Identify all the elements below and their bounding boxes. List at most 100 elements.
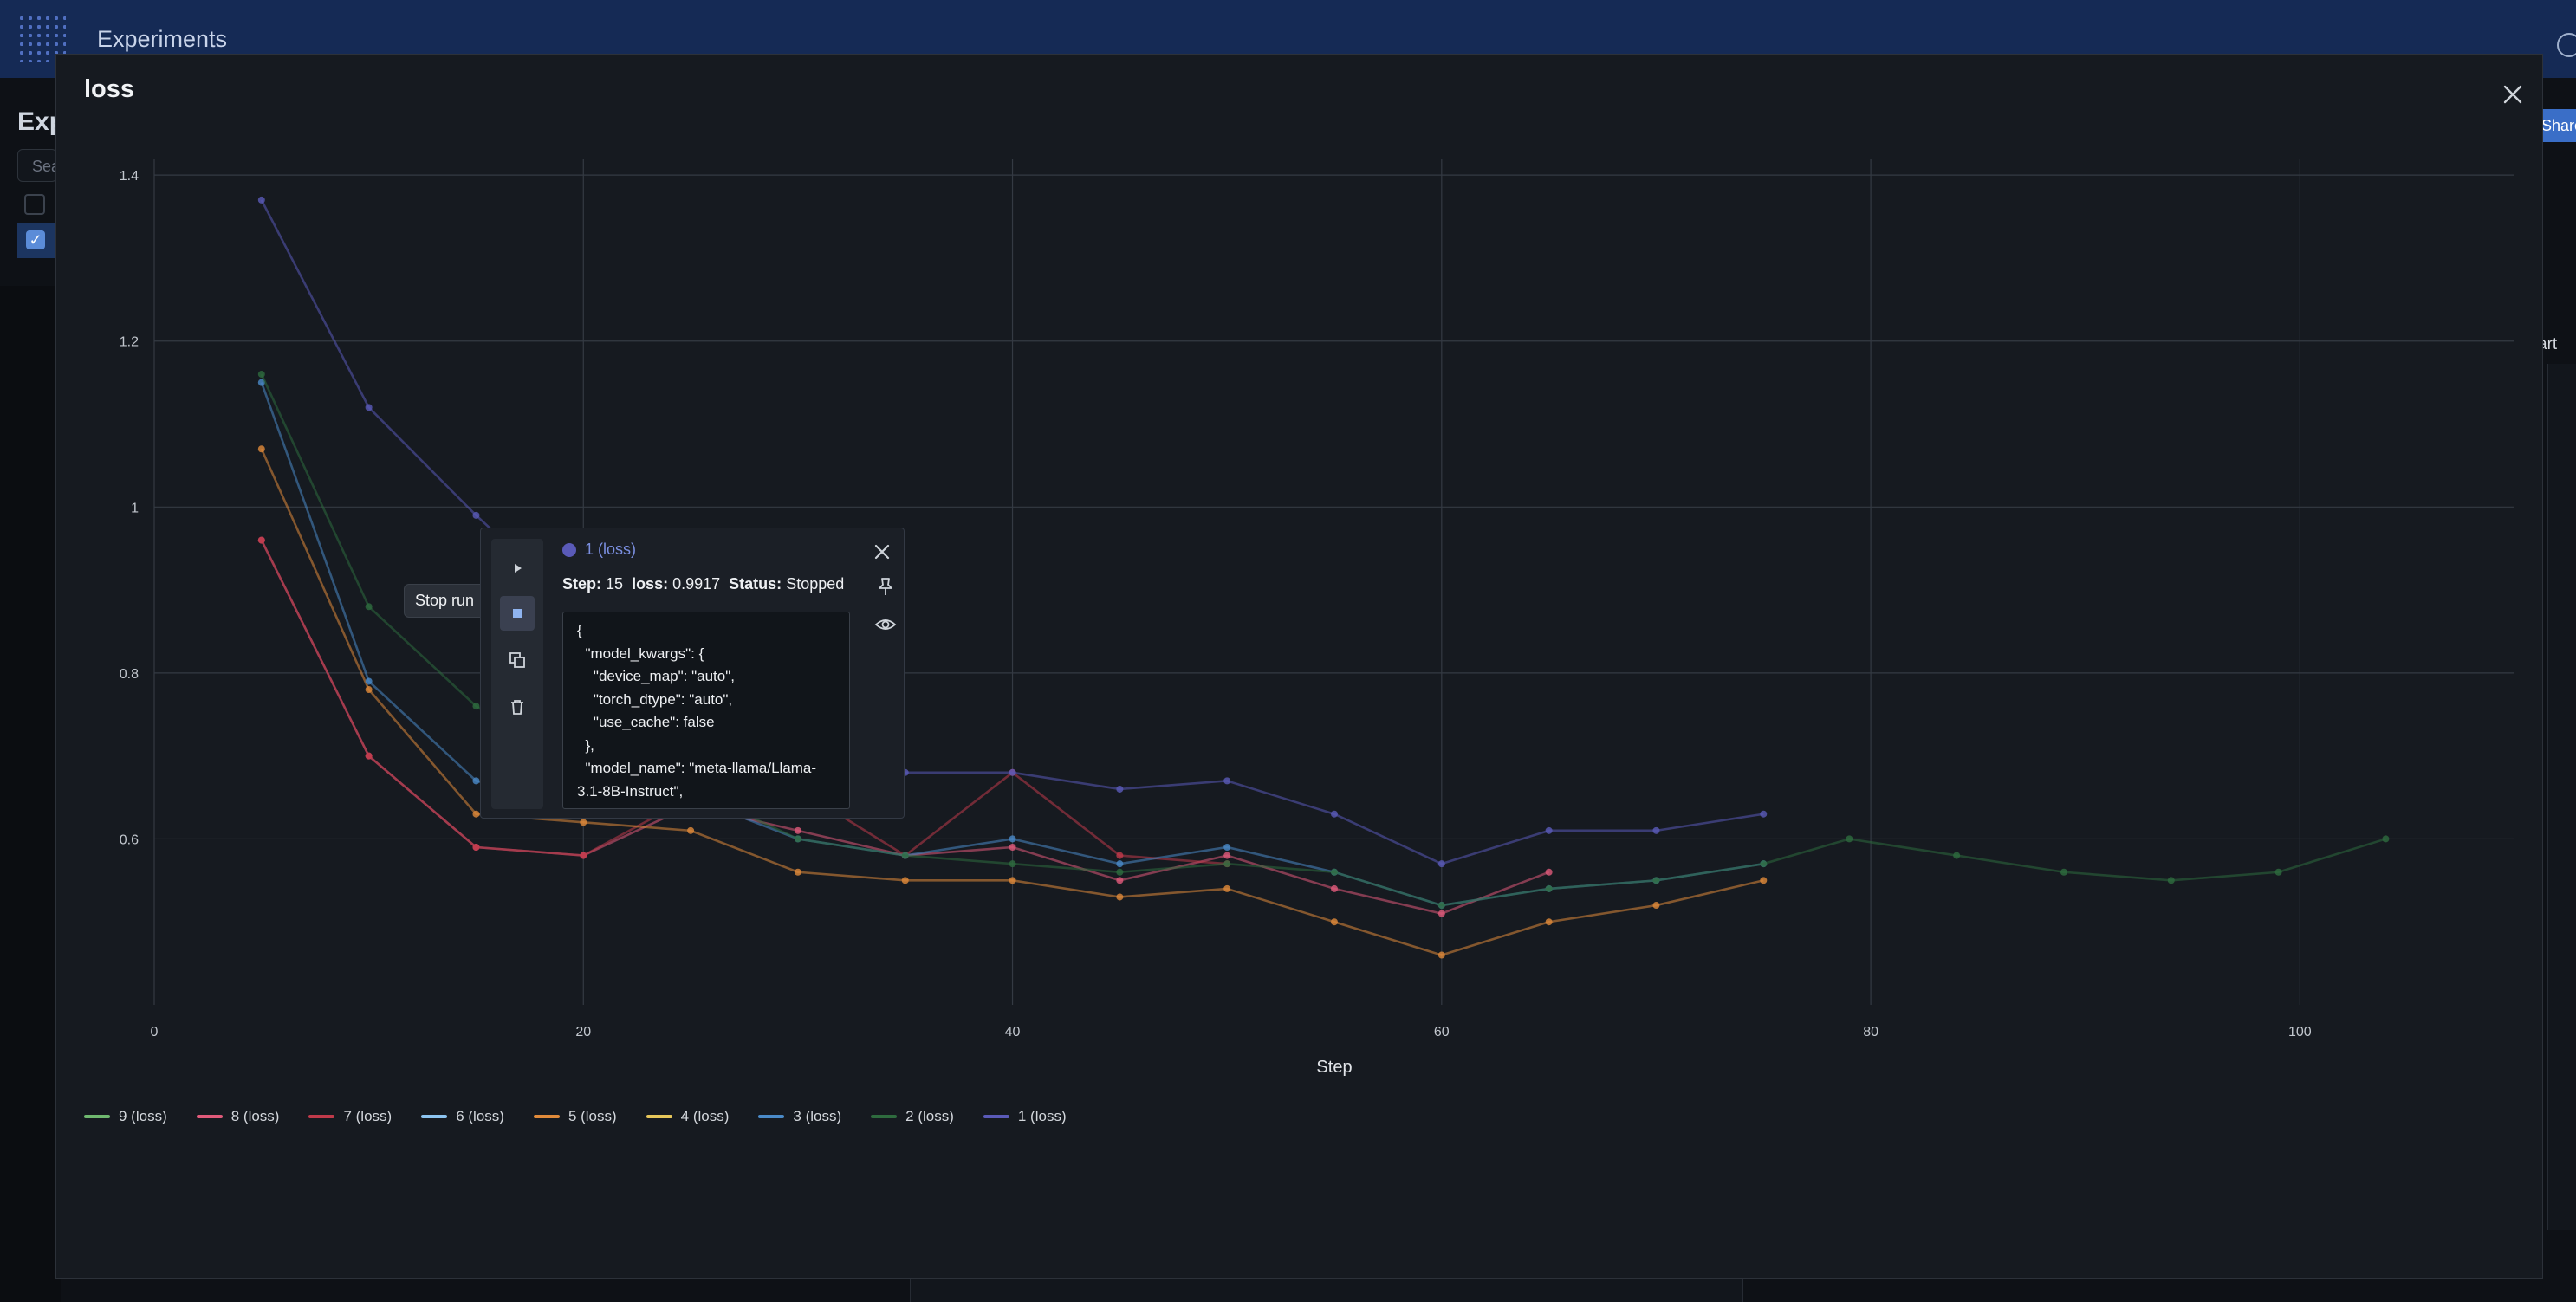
data-point: [1223, 860, 1231, 868]
data-point: [1116, 860, 1124, 868]
data-point: [1545, 868, 1553, 876]
run-label[interactable]: 1 (loss): [585, 541, 637, 558]
data-point: [472, 844, 480, 852]
close-icon[interactable]: [2495, 77, 2530, 112]
stop-run-tooltip: Stop run: [404, 584, 486, 618]
legend-label: 8 (loss): [230, 1108, 280, 1124]
data-point: [1437, 860, 1445, 868]
close-icon[interactable]: [869, 539, 895, 565]
run-color-dot: [562, 542, 576, 557]
delete-button[interactable]: [500, 690, 535, 724]
bottom-panel: [910, 1278, 1743, 1302]
data-point: [257, 536, 265, 544]
data-point: [1009, 877, 1016, 884]
info-icon[interactable]: [2557, 33, 2576, 57]
data-point: [365, 677, 373, 685]
legend-label: 1 (loss): [1017, 1108, 1067, 1124]
run-popup: 1 (loss) Step: 15 loss: 0.9917 Status: S…: [480, 528, 905, 819]
play-button[interactable]: [500, 551, 535, 586]
data-point: [1116, 893, 1124, 901]
app-title: Experiments: [97, 26, 228, 52]
legend-swatch: [533, 1115, 560, 1118]
x-tick-label: 80: [1863, 1025, 1878, 1040]
data-point: [365, 686, 373, 694]
data-point: [1223, 852, 1231, 859]
data-point: [1331, 810, 1338, 818]
data-point: [794, 835, 801, 843]
run-config-textarea[interactable]: { "model_kwargs": { "device_map": "auto"…: [562, 612, 850, 809]
step-value: 15: [606, 575, 624, 593]
legend-label: 4 (loss): [680, 1108, 730, 1124]
data-point: [1760, 810, 1768, 818]
data-point: [1652, 902, 1660, 910]
data-point: [472, 777, 480, 785]
data-point: [580, 852, 587, 859]
data-point: [1009, 860, 1016, 868]
y-tick-label: 0.6: [120, 832, 139, 847]
data-point: [1846, 835, 1853, 843]
legend-item[interactable]: 7 (loss): [308, 1108, 392, 1125]
legend-item[interactable]: 9 (loss): [84, 1108, 167, 1125]
stop-run-button[interactable]: [500, 596, 535, 631]
loss-value: 0.9917: [672, 575, 721, 593]
data-point: [1760, 860, 1768, 868]
data-point: [901, 877, 909, 884]
popup-header: 1 (loss): [562, 541, 636, 559]
chart-legend: 9 (loss) 8 (loss) 7 (loss) 6 (loss) 5 (loss)…: [84, 1108, 1067, 1125]
y-tick-label: 1.2: [120, 335, 139, 350]
y-tick-label: 0.8: [120, 667, 139, 682]
legend-item[interactable]: 4 (loss): [646, 1108, 730, 1125]
legend-item[interactable]: 8 (loss): [196, 1108, 280, 1125]
legend-item[interactable]: 1 (loss): [983, 1108, 1067, 1125]
legend-item[interactable]: 3 (loss): [758, 1108, 841, 1125]
data-point: [794, 826, 801, 834]
data-point: [1545, 826, 1553, 834]
legend-item[interactable]: 5 (loss): [533, 1108, 617, 1125]
data-point: [1116, 785, 1124, 793]
duplicate-button[interactable]: [500, 643, 535, 677]
run-meta: Step: 15 loss: 0.9917 Status: Stopped: [562, 575, 844, 593]
share-button[interactable]: Share: [2541, 109, 2576, 142]
loss-chart[interactable]: 0.6 0.8 1 1.2 1.4 0 20 40 60 80 100 Step: [56, 55, 2544, 1094]
legend-item[interactable]: 6 (loss): [421, 1108, 504, 1125]
x-tick-label: 40: [1005, 1025, 1021, 1040]
data-point: [365, 404, 373, 411]
legend-swatch: [196, 1115, 223, 1118]
status-value: Stopped: [786, 575, 845, 593]
modal-title: loss: [84, 75, 135, 103]
row-checkbox[interactable]: ✓: [26, 230, 45, 249]
x-tick-label: 20: [575, 1025, 591, 1040]
data-point: [365, 752, 373, 760]
data-point: [1009, 768, 1016, 776]
select-all-checkbox[interactable]: [24, 194, 45, 215]
y-tick-label: 1: [131, 501, 139, 515]
legend-swatch: [983, 1115, 1009, 1118]
loss-label: loss:: [632, 575, 669, 593]
data-point: [687, 826, 695, 834]
legend-swatch: [646, 1115, 672, 1118]
data-point: [1760, 877, 1768, 884]
data-point: [1331, 868, 1338, 876]
eye-icon[interactable]: [874, 613, 897, 636]
x-tick-label: 100: [2288, 1025, 2312, 1040]
step-label: Step:: [562, 575, 601, 593]
data-point: [2167, 877, 2175, 884]
data-point: [2382, 835, 2390, 843]
data-point: [257, 196, 265, 204]
data-point: [1652, 826, 1660, 834]
data-point: [794, 868, 801, 876]
status-label: Status:: [729, 575, 782, 593]
legend-label: 9 (loss): [119, 1108, 167, 1124]
pin-icon[interactable]: [874, 575, 897, 598]
data-point: [1437, 902, 1445, 910]
legend-swatch: [421, 1115, 448, 1118]
search-input[interactable]: Sea: [17, 149, 60, 182]
legend-item[interactable]: 2 (loss): [871, 1108, 954, 1125]
data-point: [1116, 852, 1124, 859]
legend-label: 3 (loss): [793, 1108, 842, 1124]
data-point: [1223, 844, 1231, 852]
data-point: [257, 371, 265, 379]
data-point: [1116, 877, 1124, 884]
y-tick-label: 1.4: [120, 169, 139, 184]
x-tick-label: 0: [151, 1025, 159, 1040]
